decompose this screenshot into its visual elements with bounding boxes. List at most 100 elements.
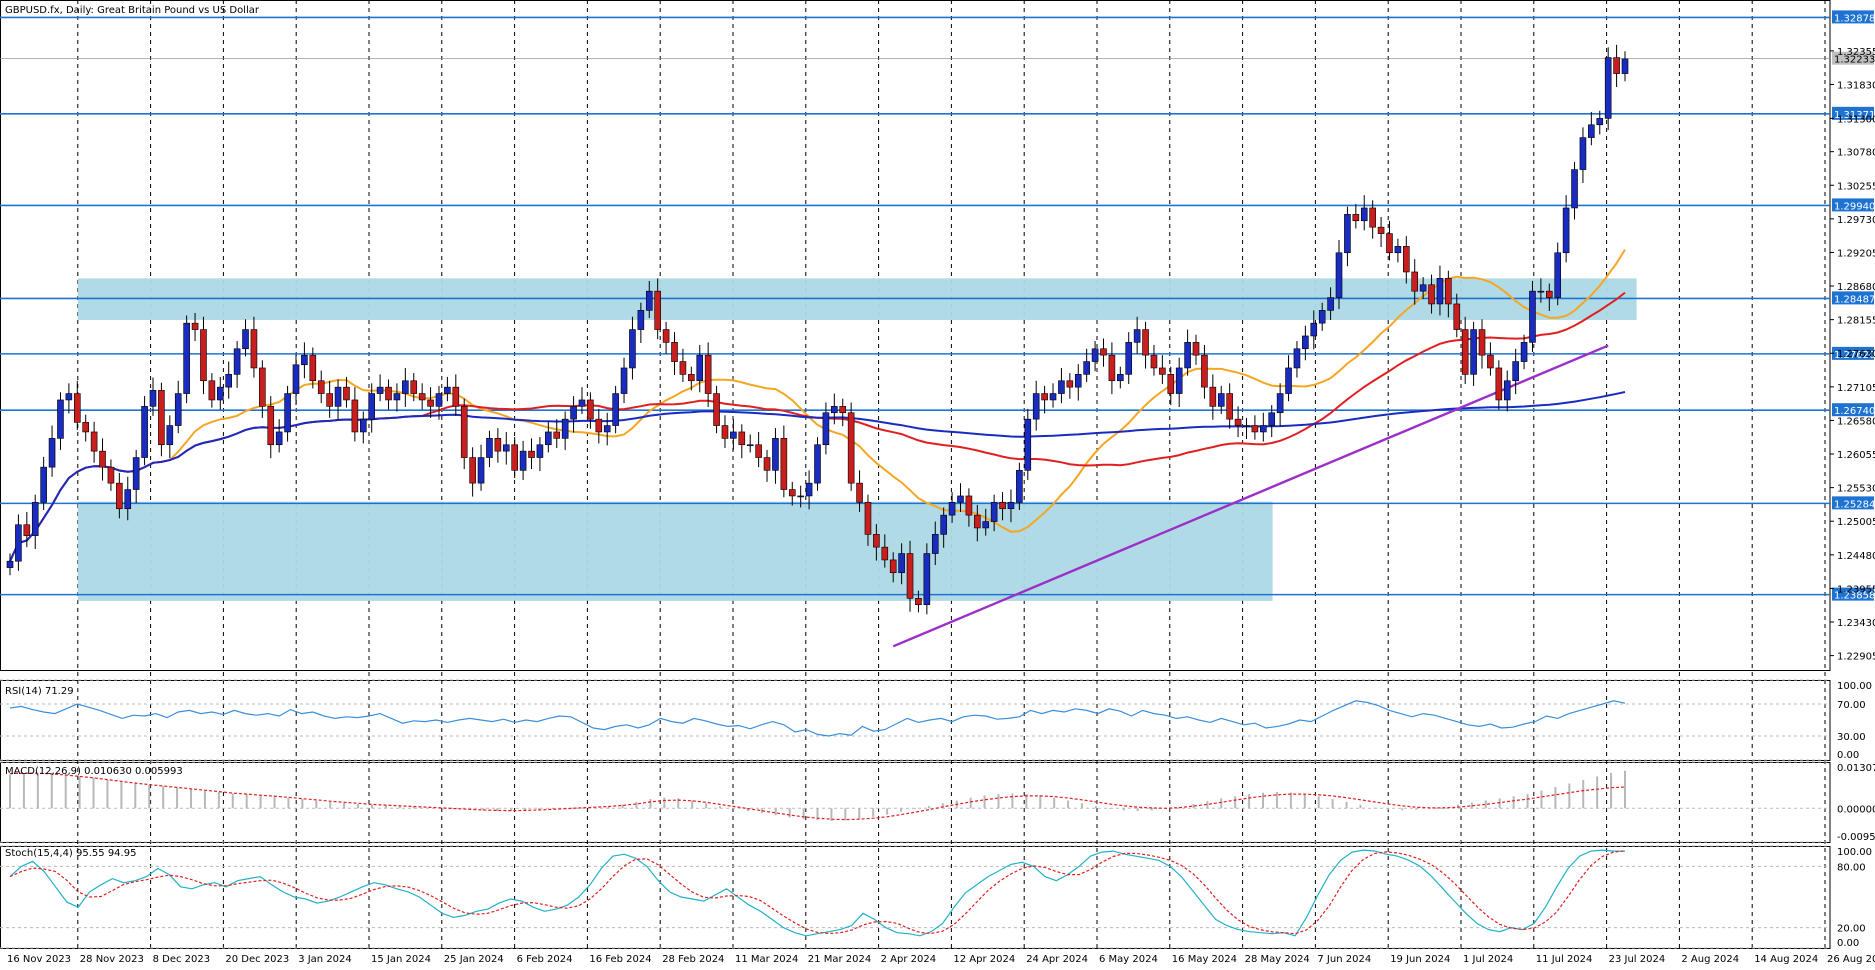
bear-candle bbox=[763, 457, 771, 471]
bear-candle bbox=[1108, 354, 1116, 382]
bear-candle bbox=[351, 399, 359, 433]
bull-candle bbox=[1571, 169, 1578, 209]
bull-candle bbox=[292, 364, 300, 394]
current-price-label: 1.32233 bbox=[1834, 55, 1875, 66]
bear-candle bbox=[418, 393, 426, 401]
bear-candle bbox=[847, 412, 855, 484]
bear-candle bbox=[267, 406, 275, 446]
bear-candle bbox=[915, 598, 922, 606]
time-axis: 16 Nov 2023 28 Nov 2023 8 Dec 2023 20 Dec 2… bbox=[7, 954, 1875, 965]
date-tick-label: 16 Nov 2023 bbox=[7, 954, 71, 965]
bull-candle bbox=[1520, 342, 1528, 362]
bear-candle bbox=[1453, 303, 1461, 330]
bear-candle bbox=[889, 559, 897, 574]
bear-candle bbox=[856, 482, 863, 503]
bull-candle bbox=[334, 386, 342, 407]
bull-candle bbox=[141, 406, 148, 458]
trendline[interactable] bbox=[892, 344, 1609, 648]
bull-candle bbox=[1083, 361, 1090, 375]
bull-candle bbox=[1268, 412, 1276, 426]
bull-candle bbox=[570, 406, 577, 420]
bull-candle bbox=[1125, 342, 1133, 375]
bear-candle bbox=[116, 482, 123, 510]
bear-candle bbox=[1377, 226, 1385, 234]
bull-candle bbox=[603, 425, 611, 433]
date-tick-label: 7 Jun 2024 bbox=[1317, 954, 1371, 965]
bear-candle bbox=[595, 418, 603, 433]
bear-candle bbox=[1234, 418, 1242, 426]
bear-candle bbox=[654, 290, 661, 330]
bull-candle bbox=[931, 534, 939, 554]
bear-candle bbox=[780, 438, 788, 490]
date-tick-label: 8 Dec 2023 bbox=[153, 954, 211, 965]
bear-candle bbox=[343, 386, 350, 401]
date-tick-label: 19 Jun 2024 bbox=[1390, 954, 1450, 965]
price-tick-label: 1.29205 bbox=[1837, 248, 1875, 259]
indicator-level-label: -0.009534 bbox=[1837, 832, 1875, 843]
bull-candle bbox=[561, 418, 569, 439]
level-price-tag bbox=[1832, 106, 1874, 120]
rsi-panel: 100.00 70.00 30.00 0.00 bbox=[0, 679, 1872, 761]
level-price-label: 1.23858 bbox=[1834, 591, 1875, 602]
bull-candle bbox=[1024, 418, 1032, 471]
bear-candle bbox=[1159, 367, 1166, 375]
bull-candle bbox=[402, 380, 409, 394]
bull-candle bbox=[940, 514, 947, 535]
bear-candle bbox=[662, 329, 670, 343]
indicator-level-label: 0.00 bbox=[1837, 750, 1859, 761]
bear-candle bbox=[259, 367, 266, 407]
bear-candle bbox=[427, 399, 434, 407]
price-axis: 1.32355 1.31830 1.31300 1.30780 1.30255 1.297… bbox=[1830, 47, 1875, 663]
bull-candle bbox=[1184, 342, 1191, 369]
bear-candle bbox=[738, 431, 746, 446]
bull-candle bbox=[359, 418, 367, 433]
date-tick-label: 11 Mar 2024 bbox=[735, 954, 798, 965]
bear-candle bbox=[1100, 348, 1107, 356]
macd-panel: 0.013077 0.000000 -0.009534 bbox=[0, 761, 1875, 843]
bull-candle bbox=[40, 466, 47, 503]
bull-candle bbox=[1133, 329, 1141, 343]
level-price-tag bbox=[1832, 346, 1874, 360]
bear-candle bbox=[1545, 290, 1553, 298]
bear-candle bbox=[250, 329, 258, 369]
ascending-trendline[interactable] bbox=[892, 344, 1609, 648]
bull-candle bbox=[48, 438, 56, 468]
price-tick-label: 1.28155 bbox=[1837, 316, 1875, 327]
date-tick-label: 6 Feb 2024 bbox=[517, 954, 573, 965]
bear-candle bbox=[1192, 342, 1200, 356]
panel-border bbox=[0, 0, 1831, 671]
bull-candle bbox=[1285, 367, 1292, 394]
level-price-label: 1.31371 bbox=[1834, 110, 1875, 121]
price-tick-label: 1.23955 bbox=[1837, 584, 1875, 595]
bull-candle bbox=[1007, 502, 1015, 510]
macd-title: MACD(12,26,9) 0.010630 0.005993 bbox=[5, 766, 183, 777]
level-price-tag bbox=[1832, 496, 1874, 510]
bear-candle bbox=[511, 444, 518, 471]
bull-candle bbox=[393, 393, 401, 401]
indicator-level-label: 80.00 bbox=[1837, 862, 1866, 873]
date-tick-label: 23 Jul 2024 bbox=[1609, 954, 1666, 965]
bear-candle bbox=[839, 406, 847, 414]
price-tick-label: 1.25530 bbox=[1837, 484, 1875, 495]
bull-candle bbox=[629, 329, 636, 369]
bull-candle bbox=[1175, 367, 1183, 394]
panel-border bbox=[0, 680, 1831, 761]
bull-candle bbox=[1293, 348, 1301, 369]
bull-candle bbox=[772, 438, 779, 471]
date-tick-label: 16 Feb 2024 bbox=[589, 954, 651, 965]
bull-candle bbox=[435, 393, 443, 407]
price-tick-label: 1.28680 bbox=[1837, 282, 1875, 293]
bear-candle bbox=[1613, 57, 1620, 74]
indicator-level-label: 0.00 bbox=[1837, 938, 1859, 949]
price-tick-label: 1.30255 bbox=[1837, 181, 1875, 192]
level-lines[interactable]: 1.32878 1.31371 1.29940 1.28487 1.27620 1.267… bbox=[0, 10, 1875, 602]
bull-candle bbox=[519, 450, 527, 471]
bear-candle bbox=[788, 489, 796, 497]
bear-candle bbox=[200, 329, 207, 382]
bull-candle bbox=[1419, 284, 1427, 292]
bull-candle bbox=[275, 431, 283, 446]
bull-candle bbox=[645, 290, 653, 311]
price-tick-label: 1.32355 bbox=[1837, 47, 1875, 58]
